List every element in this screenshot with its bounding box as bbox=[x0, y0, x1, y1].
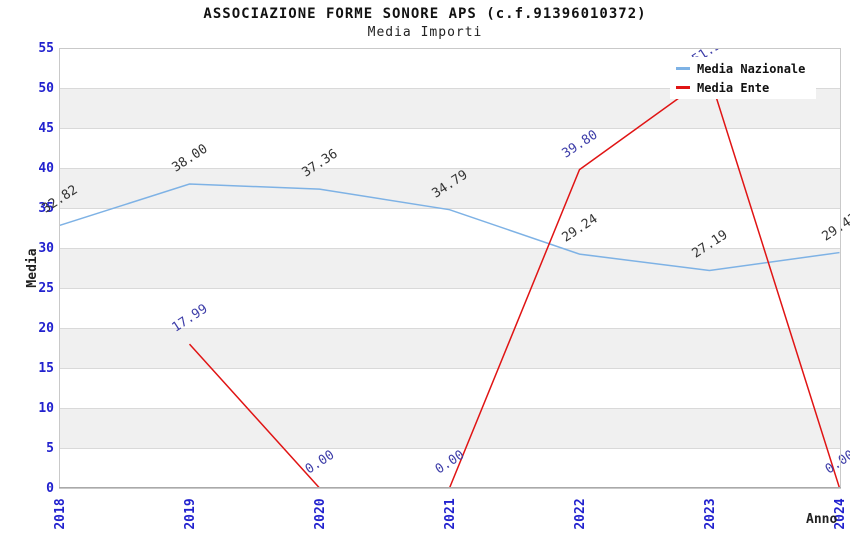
plot-area bbox=[59, 48, 840, 488]
legend-line-marker-red bbox=[676, 86, 690, 89]
data-label: 34.79 bbox=[428, 167, 470, 202]
y-tick-label: 50 bbox=[38, 81, 54, 96]
y-tick-label: 30 bbox=[38, 241, 54, 256]
x-tick-label: 2020 bbox=[312, 498, 328, 530]
data-label: 32.82 bbox=[38, 182, 80, 217]
chart-title: ASSOCIAZIONE FORME SONORE APS (c.f.91396… bbox=[203, 6, 647, 22]
legend-item-media-nazionale: Media Nazionale bbox=[676, 59, 816, 78]
y-tick-label: 25 bbox=[38, 281, 54, 296]
y-tick-label: 15 bbox=[38, 361, 54, 376]
y-tick-label: 10 bbox=[38, 401, 54, 416]
x-tick-label: 2019 bbox=[182, 498, 198, 530]
data-label: 0.00 bbox=[822, 447, 850, 478]
y-tick-label: 35 bbox=[38, 201, 54, 216]
y-axis-title: Media bbox=[25, 248, 40, 288]
y-tick-label: 0 bbox=[46, 481, 54, 496]
data-label: 29.43 bbox=[818, 210, 850, 244]
x-tick-label: 2022 bbox=[572, 498, 588, 530]
legend-box: Media Nazionale Media Ente bbox=[670, 57, 816, 99]
series-line-media-nazionale bbox=[59, 183, 840, 272]
y-tick-label: 55 bbox=[38, 41, 54, 56]
legend-item-media-ente: Media Ente bbox=[676, 78, 816, 97]
chart-subtitle: Media Importi bbox=[367, 25, 483, 40]
x-tick-label: 2018 bbox=[52, 498, 68, 530]
data-labels-layer: 32.82 38.00 37.36 34.79 29.24 27.19 29.43 17.99… bbox=[38, 48, 850, 500]
y-tick-label: 40 bbox=[38, 161, 54, 176]
x-tick-label: 2021 bbox=[442, 498, 458, 530]
data-label: 27.19 bbox=[688, 228, 730, 262]
legend-label: Media Ente bbox=[697, 80, 770, 95]
y-tick-label: 45 bbox=[38, 121, 54, 136]
x-tick-label: 2023 bbox=[702, 498, 718, 530]
x-axis-line bbox=[59, 487, 841, 488]
data-label: 37.36 bbox=[298, 146, 340, 181]
data-label: 17.99 bbox=[168, 301, 210, 336]
series-line-media-ente bbox=[188, 74, 840, 488]
y-tick-label: 20 bbox=[38, 321, 54, 336]
legend-line-marker-blue bbox=[676, 67, 690, 70]
x-axis-title: Anno bbox=[806, 512, 838, 527]
legend-label: Media Nazionale bbox=[697, 61, 806, 76]
data-label: 0.00 bbox=[302, 447, 337, 478]
y-tick-label: 5 bbox=[46, 441, 54, 456]
data-label: 38.00 bbox=[168, 141, 210, 176]
data-label: 39.80 bbox=[558, 127, 600, 162]
data-label: 0.00 bbox=[432, 447, 467, 478]
data-label: 29.24 bbox=[558, 211, 600, 246]
line-series-canvas bbox=[59, 74, 840, 488]
